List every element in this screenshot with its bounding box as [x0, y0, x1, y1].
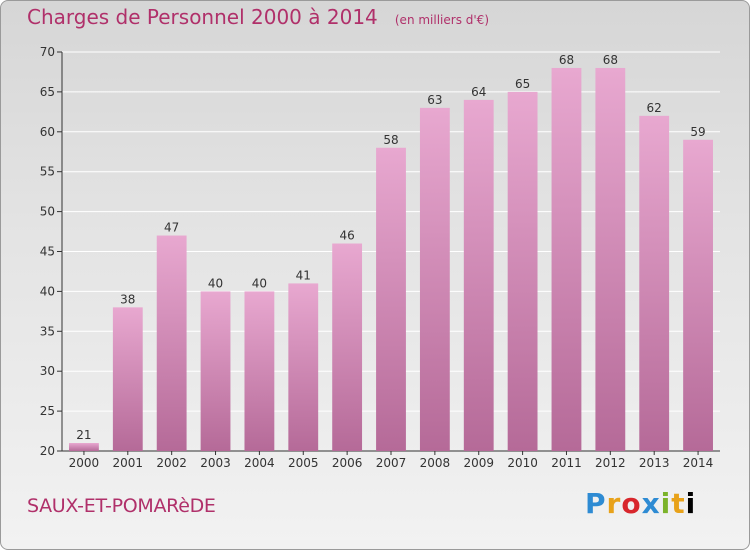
- bar: [244, 291, 275, 451]
- x-tick-label: 2012: [595, 456, 626, 470]
- bar: [463, 99, 494, 451]
- chart-title: Charges de Personnel 2000 à 2014: [27, 5, 378, 29]
- x-tick-label: 2002: [156, 456, 187, 470]
- location-name: SAUX-ET-POMARèDE: [27, 495, 216, 517]
- bar: [551, 67, 582, 452]
- y-tick-label: 20: [40, 444, 55, 458]
- bar: [595, 67, 626, 452]
- y-tick-label: 35: [40, 324, 55, 338]
- bar: [376, 147, 406, 451]
- y-tick-label: 45: [40, 245, 55, 259]
- x-tick-label: 2000: [69, 456, 100, 470]
- x-tick-label: 2014: [683, 456, 714, 470]
- bar: [288, 283, 319, 451]
- bar: [156, 235, 187, 451]
- data-label: 38: [120, 292, 135, 306]
- x-tick-label: 2007: [376, 456, 407, 470]
- x-tick-label: 2008: [420, 456, 451, 470]
- y-tick-label: 65: [40, 85, 55, 99]
- bar: [112, 307, 143, 451]
- y-tick-label: 40: [40, 284, 55, 298]
- x-tick-label: 2011: [551, 456, 582, 470]
- y-tick-label: 30: [40, 364, 55, 378]
- data-label: 64: [471, 85, 486, 99]
- x-tick-label: 2013: [639, 456, 670, 470]
- data-label: 68: [603, 53, 618, 67]
- bar: [419, 107, 450, 452]
- data-label: 62: [647, 101, 662, 115]
- x-tick-label: 2001: [113, 456, 144, 470]
- x-tick-label: 2004: [244, 456, 275, 470]
- bar: [507, 91, 538, 452]
- y-tick-label: 25: [40, 404, 55, 418]
- y-tick-label: 60: [40, 125, 55, 139]
- data-label: 40: [252, 276, 267, 290]
- data-label: 41: [296, 268, 311, 282]
- data-label: 47: [164, 221, 179, 235]
- bar: [639, 115, 670, 451]
- title-row: Charges de Personnel 2000 à 2014 (en mil…: [27, 5, 489, 29]
- y-tick-label: 55: [40, 165, 55, 179]
- bar: [683, 139, 713, 451]
- bar: [69, 443, 99, 451]
- data-label: 58: [383, 133, 398, 147]
- data-label: 65: [515, 77, 530, 91]
- x-tick-label: 2006: [332, 456, 363, 470]
- bar: [200, 291, 231, 451]
- chart-subtitle: (en milliers d'€): [394, 13, 489, 27]
- y-tick-label: 70: [40, 45, 55, 59]
- x-tick-label: 2010: [507, 456, 538, 470]
- x-tick-label: 2009: [463, 456, 494, 470]
- data-label: 68: [559, 53, 574, 67]
- bar: [332, 243, 363, 451]
- y-tick-label: 50: [40, 205, 55, 219]
- data-label: 21: [76, 428, 91, 442]
- data-label: 59: [690, 125, 705, 139]
- data-label: 46: [339, 229, 354, 243]
- data-label: 40: [208, 276, 223, 290]
- brand-logo: Proxiti: [585, 487, 697, 520]
- x-tick-label: 2005: [288, 456, 319, 470]
- data-label: 63: [427, 93, 442, 107]
- x-tick-label: 2003: [200, 456, 231, 470]
